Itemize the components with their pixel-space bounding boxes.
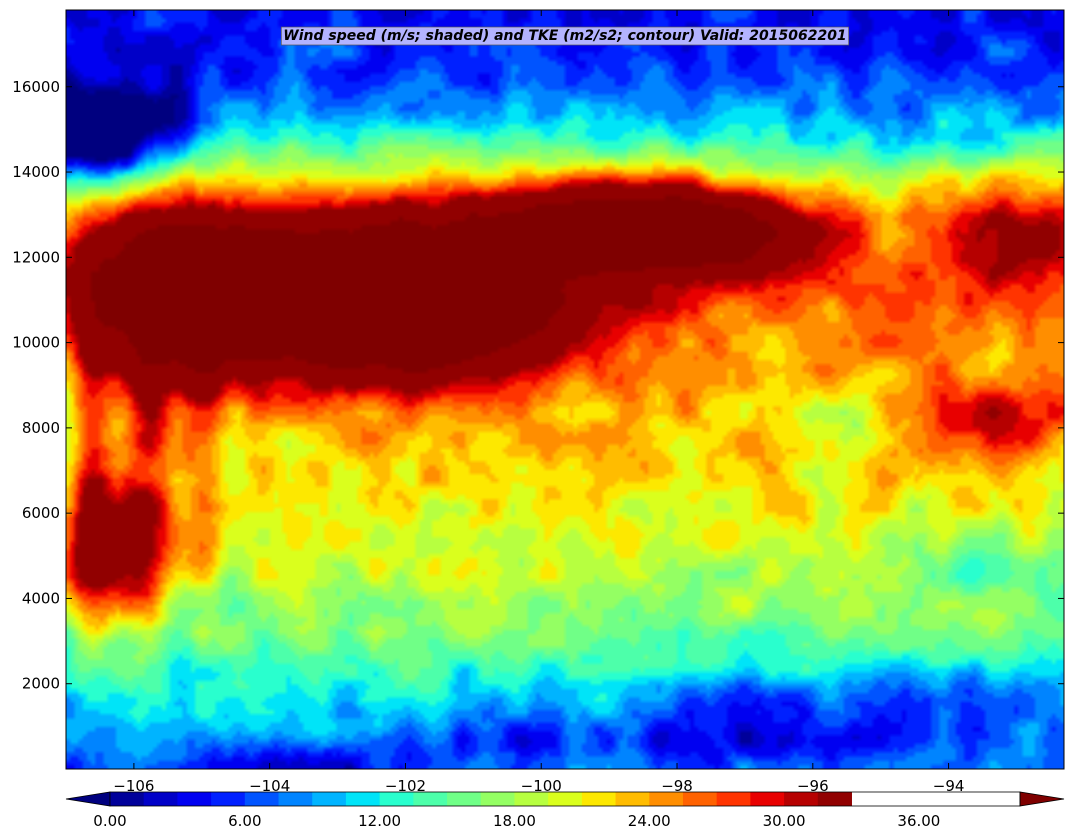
y-tick-label: 14000 bbox=[12, 163, 60, 181]
colorbar-segment bbox=[784, 792, 819, 806]
colorbar-tick-label: 30.00 bbox=[763, 812, 806, 830]
colorbar-segment bbox=[379, 792, 414, 806]
y-tick-label: 2000 bbox=[22, 675, 60, 693]
colorbar: 0.00 6.00 12.00 18.00 24.00 30.00 36.00 bbox=[65, 791, 1065, 830]
colorbar-segment bbox=[682, 792, 718, 806]
colorbar-segment bbox=[211, 792, 246, 806]
colorbar-segment bbox=[548, 792, 583, 806]
colorbar-tick-label: 36.00 bbox=[897, 812, 940, 830]
y-tick-label: 16000 bbox=[12, 78, 60, 96]
colorbar-segment bbox=[615, 792, 650, 806]
colorbar-segment bbox=[750, 792, 785, 806]
colorbar-segment bbox=[278, 792, 313, 806]
colorbar-segment bbox=[581, 792, 617, 806]
colorbar-segment bbox=[716, 792, 751, 806]
colorbar-over-arrow bbox=[1019, 791, 1065, 807]
chart-title: Wind speed (m/s; shaded) and TKE (m2/s2;… bbox=[283, 28, 846, 44]
colorbar-tick-label: 6.00 bbox=[228, 812, 261, 830]
chart-title-box: Wind speed (m/s; shaded) and TKE (m2/s2;… bbox=[280, 26, 850, 46]
y-tick-label: 12000 bbox=[12, 248, 60, 266]
wind-speed-raster bbox=[66, 10, 1064, 769]
colorbar-segment bbox=[312, 792, 347, 806]
x-tick-label: −102 bbox=[385, 777, 426, 795]
colorbar-tick-label: 0.00 bbox=[93, 812, 126, 830]
colorbar-segment bbox=[514, 792, 549, 806]
colorbar-segment bbox=[244, 792, 280, 806]
chart-title-background bbox=[280, 26, 850, 46]
colorbar-tick-label: 24.00 bbox=[628, 812, 671, 830]
x-tick-label: −96 bbox=[797, 777, 829, 795]
colorbar-segment bbox=[447, 792, 482, 806]
y-tick-label: 10000 bbox=[12, 334, 60, 352]
y-axis: 2000 4000 6000 8000 10000 12000 14000 16000 bbox=[12, 78, 1064, 693]
colorbar-segment bbox=[413, 792, 448, 806]
x-tick-label: −98 bbox=[661, 777, 693, 795]
y-tick-label: 6000 bbox=[22, 504, 60, 522]
colorbar-segment bbox=[143, 792, 178, 806]
colorbar-segment bbox=[110, 792, 145, 806]
plot-frame bbox=[65, 9, 1065, 770]
x-tick-label: −94 bbox=[933, 777, 965, 795]
colorbar-segment bbox=[649, 792, 684, 806]
y-tick-label: 8000 bbox=[22, 419, 60, 437]
colorbar-segment bbox=[177, 792, 212, 806]
wind-speed-field bbox=[66, 10, 1064, 769]
x-tick-label: −100 bbox=[521, 777, 562, 795]
x-axis: −106 −104 −102 −100 −98 −96 −94 bbox=[113, 10, 964, 795]
colorbar-under-arrow bbox=[65, 791, 111, 807]
colorbar-segment bbox=[480, 792, 515, 806]
colorbar-tick-label: 18.00 bbox=[493, 812, 536, 830]
colorbar-tick-label: 12.00 bbox=[358, 812, 401, 830]
x-tick-label: −104 bbox=[249, 777, 290, 795]
colorbar-segment bbox=[817, 792, 852, 806]
colorbar-frame bbox=[109, 791, 1021, 807]
y-tick-label: 4000 bbox=[22, 589, 60, 607]
x-tick-label: −106 bbox=[113, 777, 154, 795]
colorbar-segment bbox=[345, 792, 381, 806]
